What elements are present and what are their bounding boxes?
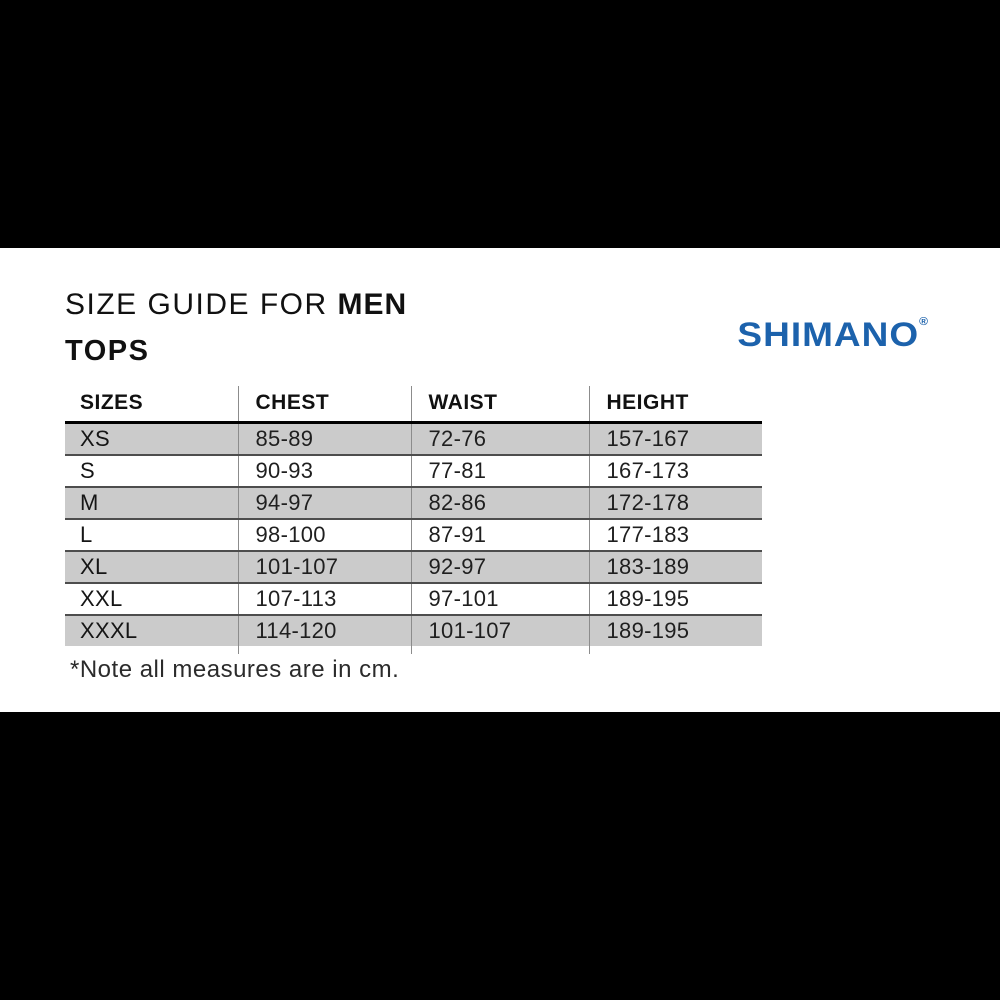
page-title-prefix: SIZE GUIDE FOR xyxy=(65,288,328,321)
height-cell: 189-195 xyxy=(588,582,762,615)
table-row-xl: XL 101-107 92-97 183-189 xyxy=(65,550,762,583)
height-cell: 167-173 xyxy=(588,454,762,487)
bottom-black-bar xyxy=(0,712,1000,1000)
table-row-xs: XS 85-89 72-76 157-167 xyxy=(65,422,762,455)
size-table: SIZES CHEST WAIST HEIGHT XS 85-89 72-76 … xyxy=(65,386,762,654)
chest-cell: 107-113 xyxy=(237,582,411,615)
table-row-l: L 98-100 87-91 177-183 xyxy=(65,518,762,551)
size-cell: XS xyxy=(80,426,110,451)
height-cell: 183-189 xyxy=(588,550,762,583)
shimano-logo-text: SHIMANO xyxy=(737,315,920,354)
table-row-xxxl: XXXL 114-120 101-107 189-195 xyxy=(65,614,762,646)
height-cell: 157-167 xyxy=(588,422,762,455)
size-table-wrapper: SIZES CHEST WAIST HEIGHT XS 85-89 72-76 … xyxy=(65,386,762,654)
size-cell: L xyxy=(65,518,238,551)
table-row-xxl: XXL 107-113 97-101 189-195 xyxy=(65,582,762,615)
column-header-waist: WAIST xyxy=(410,386,589,424)
content-area: SIZE GUIDE FOR MEN SHIMANO® TOPS SIZES C… xyxy=(0,248,1000,712)
table-divider-extension xyxy=(65,646,762,654)
table-row-m: M 94-97 82-86 172-178 xyxy=(65,486,762,519)
column-header-chest: CHEST xyxy=(237,386,411,424)
size-cell: XXXL xyxy=(65,614,238,646)
table-row-s: S 90-93 77-81 167-173 xyxy=(65,454,762,487)
page-title: SIZE GUIDE FOR MEN xyxy=(65,290,407,320)
waist-cell: 97-101 xyxy=(410,582,589,615)
table-header-row: SIZES CHEST WAIST HEIGHT xyxy=(65,386,762,424)
chest-cell: 114-120 xyxy=(237,614,411,646)
height-cell: 172-178 xyxy=(588,486,762,519)
chest-cell: 98-100 xyxy=(237,518,411,551)
chest-cell: 85-89 xyxy=(237,422,411,455)
top-black-bar xyxy=(0,0,1000,248)
chest-cell: 94-97 xyxy=(237,486,411,519)
waist-cell: 72-76 xyxy=(410,422,589,455)
column-header-sizes: SIZES xyxy=(65,386,238,424)
size-cell: XL xyxy=(65,550,238,583)
size-cell: M xyxy=(65,486,238,519)
waist-cell: 77-81 xyxy=(410,454,589,487)
waist-cell: 82-86 xyxy=(410,486,589,519)
page-title-gender: MEN xyxy=(337,288,408,321)
waist-cell: 101-107 xyxy=(410,614,589,646)
shimano-logo: SHIMANO® xyxy=(737,314,928,354)
column-header-height: HEIGHT xyxy=(588,386,762,424)
waist-cell: 92-97 xyxy=(410,550,589,583)
waist-cell: 87-91 xyxy=(410,518,589,551)
height-cell: 177-183 xyxy=(588,518,762,551)
size-cell: XXL xyxy=(65,582,238,615)
section-title: TOPS xyxy=(65,335,150,367)
size-cell: S xyxy=(65,454,238,487)
registered-trademark-symbol: ® xyxy=(919,314,928,328)
height-cell: 189-195 xyxy=(588,614,762,646)
measurement-unit-note: *Note all measures are in cm. xyxy=(70,656,400,683)
chest-cell: 101-107 xyxy=(237,550,411,583)
chest-cell: 90-93 xyxy=(237,454,411,487)
